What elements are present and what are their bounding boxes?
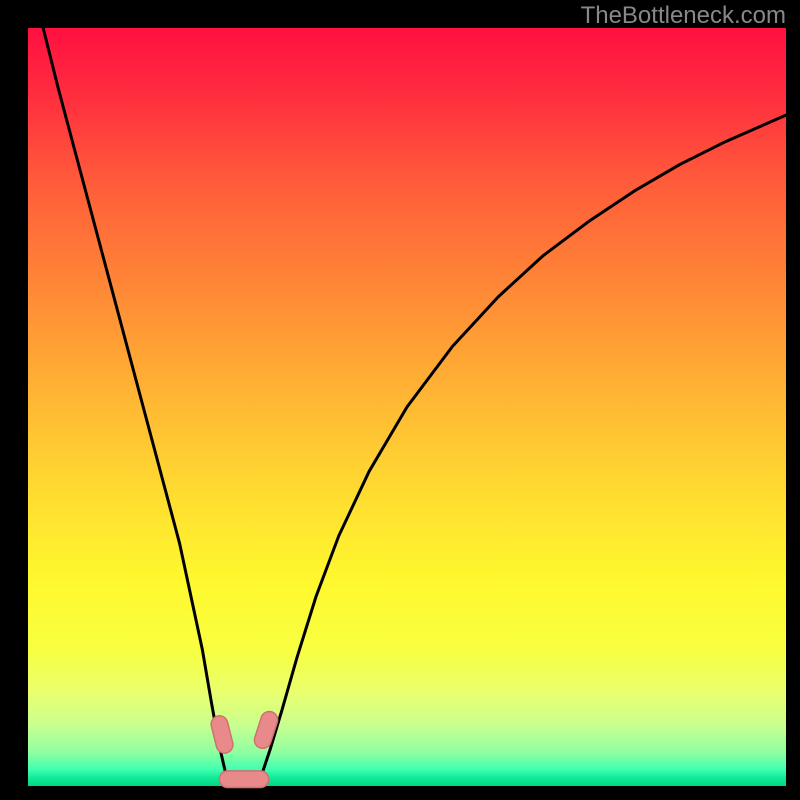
- plot-area: [28, 28, 786, 786]
- chart-svg: [28, 28, 786, 786]
- marker-0: [209, 714, 234, 755]
- watermark-text: TheBottleneck.com: [581, 2, 786, 30]
- marker-2: [219, 771, 268, 788]
- bottleneck-curve: [43, 28, 786, 784]
